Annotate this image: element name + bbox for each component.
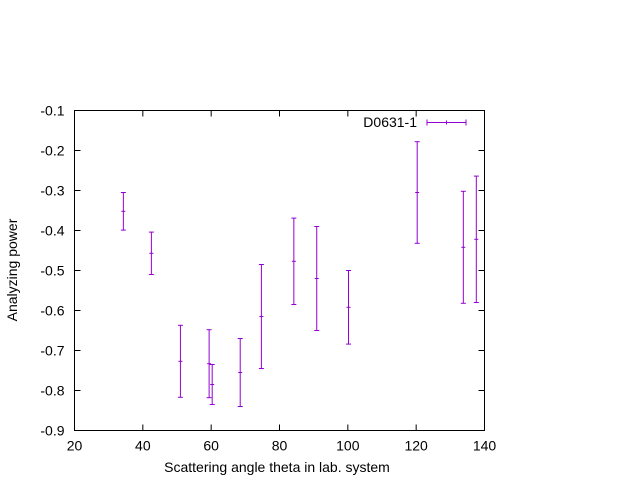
data-point <box>414 141 420 244</box>
axis-ticks <box>74 110 485 431</box>
series-0 <box>120 141 479 407</box>
y-tick-label: -0.4 <box>40 223 64 239</box>
x-tick-label: 100 <box>336 438 360 454</box>
y-tick-label: -0.1 <box>40 103 64 119</box>
data-point <box>314 226 320 331</box>
data-point <box>346 270 352 345</box>
y-tick-label: -0.5 <box>40 263 64 279</box>
x-tick-label: 60 <box>203 438 219 454</box>
y-tick-label: -0.6 <box>40 303 64 319</box>
x-tick-label: 20 <box>67 438 83 454</box>
y-tick-label: -0.7 <box>40 343 64 359</box>
x-tick-label: 120 <box>404 438 428 454</box>
legend: D0631-1 <box>363 114 467 130</box>
x-tick-label: 140 <box>473 438 497 454</box>
x-axis-label: Scattering angle theta in lab. system <box>164 459 390 475</box>
data-point <box>148 231 154 275</box>
y-tick-label: -0.8 <box>40 383 64 399</box>
data-point <box>237 338 243 407</box>
data-point <box>177 324 183 398</box>
data-point <box>291 217 297 305</box>
data-point <box>460 190 466 304</box>
y-axis-label: Analyzing power <box>4 218 20 321</box>
data-point <box>206 329 212 399</box>
plot-frame <box>74 110 485 431</box>
y-tick-label: -0.3 <box>40 183 64 199</box>
data-point <box>209 364 215 405</box>
data-series <box>120 141 479 407</box>
y-tick-label: -0.9 <box>40 423 64 439</box>
x-tick-label: 40 <box>135 438 151 454</box>
legend-label: D0631-1 <box>363 114 417 130</box>
y-tick-label: -0.2 <box>40 143 64 159</box>
x-tick-label: 80 <box>272 438 288 454</box>
axis-tick-labels: 20 40 60 80 100 120 140 -0.9 -0.8 -0.7 -0.6 -0.5 -0.… <box>40 103 496 454</box>
data-point <box>258 264 264 369</box>
data-point <box>473 175 479 303</box>
data-point <box>120 192 126 231</box>
